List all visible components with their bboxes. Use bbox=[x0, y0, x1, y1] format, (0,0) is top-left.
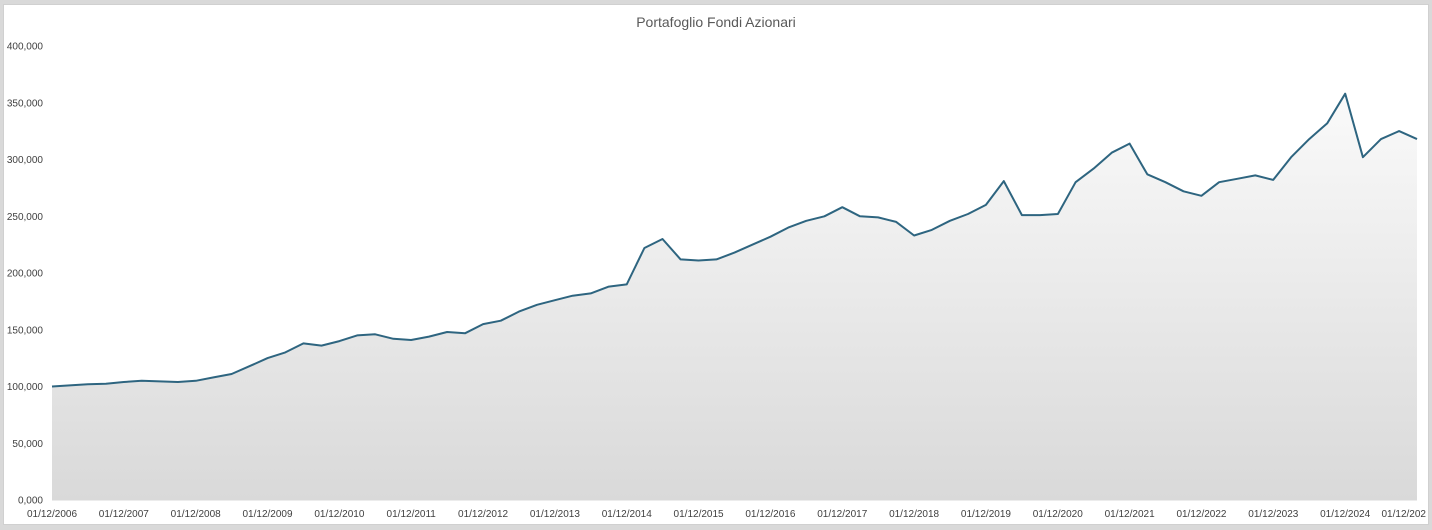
x-tick-label: 01/12/2021 bbox=[1105, 509, 1155, 520]
y-tick-label: 350,000 bbox=[7, 98, 44, 109]
y-tick-label: 200,000 bbox=[7, 269, 44, 280]
x-tick-label: 01/12/2008 bbox=[171, 509, 221, 520]
x-tick-label: 01/12/2006 bbox=[27, 509, 77, 520]
y-tick-label: 50,000 bbox=[12, 439, 43, 450]
x-tick-label: 01/12/2007 bbox=[99, 509, 149, 520]
x-tick-label: 01/12/2016 bbox=[745, 509, 795, 520]
series-line bbox=[51, 92, 1418, 388]
y-tick-label: 0,000 bbox=[18, 496, 43, 507]
x-tick-label: 01/12/2009 bbox=[242, 509, 292, 520]
series bbox=[51, 92, 1418, 500]
x-tick-label: 01/12/2010 bbox=[314, 509, 364, 520]
x-tick-label: 01/12/2013 bbox=[530, 509, 580, 520]
series-area bbox=[52, 93, 1417, 500]
x-tick-label: 01/12/2012 bbox=[458, 509, 508, 520]
chart-frame: Portafoglio Fondi Azionari 400,000 350,00… bbox=[3, 4, 1429, 525]
x-axis: 01/12/2006 01/12/2007 01/12/2008 01/12/2009… bbox=[27, 499, 1427, 520]
x-tick-label: 01/12/2023 bbox=[1248, 509, 1298, 520]
x-tick-label: 01/12/2024 bbox=[1320, 509, 1370, 520]
x-tick-label: 01/12/2015 bbox=[674, 509, 724, 520]
chart-title: Portafoglio Fondi Azionari bbox=[636, 14, 796, 30]
y-tick-label: 100,000 bbox=[7, 382, 44, 393]
y-tick-label: 300,000 bbox=[7, 155, 44, 166]
y-tick-label: 400,000 bbox=[7, 42, 44, 53]
x-tick-label: 01/12/2019 bbox=[961, 509, 1011, 520]
x-tick-label: 01/12/2018 bbox=[889, 509, 939, 520]
y-tick-label: 150,000 bbox=[7, 325, 44, 336]
y-tick-label: 250,000 bbox=[7, 212, 44, 223]
x-tick-label: 01/12/2020 bbox=[1033, 509, 1083, 520]
x-tick-label: 01/12/2017 bbox=[817, 509, 867, 520]
x-tick-label: 01/12/202 bbox=[1382, 509, 1427, 520]
x-tick-label: 01/12/2014 bbox=[602, 509, 652, 520]
chart-plot: 400,000 350,000 300,000 250,000 200,000 150,0… bbox=[7, 42, 1427, 521]
y-axis: 400,000 350,000 300,000 250,000 200,000 150,0… bbox=[7, 42, 44, 507]
x-tick-label: 01/12/2022 bbox=[1176, 509, 1226, 520]
x-tick-label: 01/12/2011 bbox=[387, 509, 437, 520]
